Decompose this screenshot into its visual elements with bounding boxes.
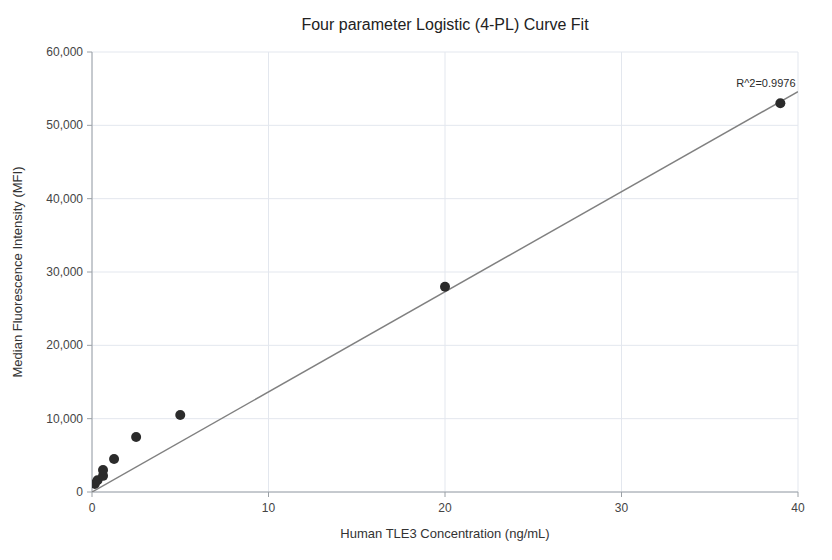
scatter-point	[131, 432, 141, 442]
grid-line-x	[92, 52, 93, 492]
scatter-point	[109, 454, 119, 464]
chart: 0 10 20 30 40 0 10,000 20,000 30,000 40,000 50,000…	[0, 0, 832, 560]
tick-label-y: 60,000	[46, 45, 83, 59]
tick-label-y: 20,000	[46, 338, 83, 352]
axes: 0 10 20 30 40 0 10,000 20,000 30,000 40,000 50,000…	[46, 45, 805, 515]
plot-area	[92, 92, 798, 492]
tick-label-x: 10	[262, 501, 276, 515]
tick-label-y: 50,000	[46, 118, 83, 132]
grid-line-y	[92, 52, 798, 53]
grid-line-y	[92, 125, 798, 126]
tick-label-y: 30,000	[46, 265, 83, 279]
grid-line-y	[92, 418, 798, 419]
grid-line-y	[92, 198, 798, 199]
grid-line-y	[92, 272, 798, 273]
tick-y	[87, 272, 92, 273]
tick-x	[92, 492, 93, 497]
axis-line-y	[92, 52, 93, 492]
tick-label-y: 0	[76, 485, 83, 499]
fit-line	[92, 92, 798, 492]
scatter-point	[440, 282, 450, 292]
tick-y	[87, 345, 92, 346]
annotations: R^2=0.9976	[736, 77, 795, 89]
tick-y	[87, 418, 92, 419]
tick-y	[87, 52, 92, 53]
axis-line-x	[92, 492, 798, 493]
grid	[92, 52, 798, 492]
tick-y	[87, 492, 92, 493]
x-axis-label: Human TLE3 Concentration (ng/mL)	[340, 526, 549, 541]
grid-line-y	[92, 492, 798, 493]
tick-y	[87, 198, 92, 199]
annotation: R^2=0.9976	[736, 77, 795, 89]
scatter-point	[98, 465, 108, 475]
tick-label-y: 10,000	[46, 412, 83, 426]
tick-x	[445, 492, 446, 497]
grid-line-y	[92, 345, 798, 346]
tick-y	[87, 125, 92, 126]
tick-x	[268, 492, 269, 497]
tick-x	[621, 492, 622, 497]
tick-label-x: 0	[89, 501, 96, 515]
tick-label-y: 40,000	[46, 192, 83, 206]
title: Four parameter Logistic (4-PL) Curve Fit	[301, 16, 589, 33]
scatter-point	[775, 98, 785, 108]
tick-label-x: 30	[615, 501, 629, 515]
tick-label-x: 40	[791, 501, 805, 515]
y-axis-label: Median Fluorescence Intensity (MFI)	[10, 167, 25, 378]
tick-x	[798, 492, 799, 497]
tick-label-x: 20	[438, 501, 452, 515]
scatter-point	[175, 410, 185, 420]
page: {"chart_data": { "type": "scatter", "tit…	[0, 0, 832, 560]
